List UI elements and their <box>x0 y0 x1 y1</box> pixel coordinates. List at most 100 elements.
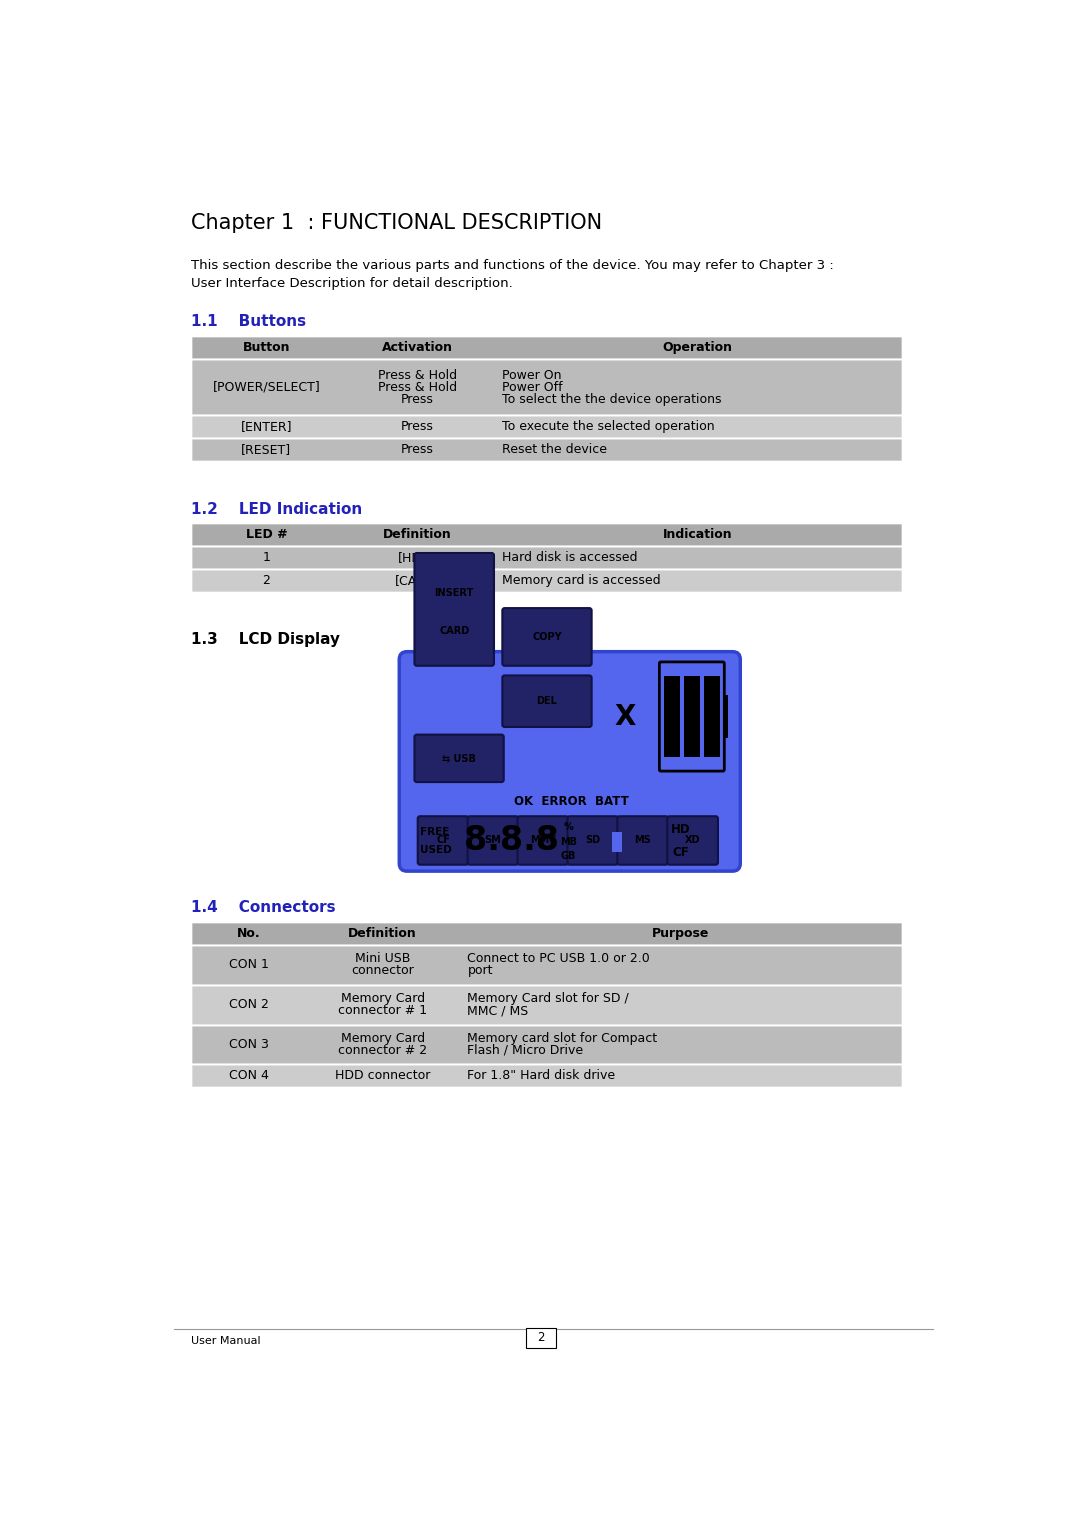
Bar <box>723 695 728 738</box>
Text: X: X <box>615 703 636 730</box>
Text: Activation: Activation <box>382 341 453 354</box>
Text: ⇆ USB: ⇆ USB <box>442 753 476 764</box>
Bar <box>191 416 902 439</box>
Bar <box>191 570 902 593</box>
Text: Press: Press <box>401 393 434 405</box>
Text: OK  ERROR  BATT: OK ERROR BATT <box>514 795 630 808</box>
Text: MB: MB <box>559 837 577 847</box>
Text: HD: HD <box>671 824 690 836</box>
Text: Memory card slot for Compact: Memory card slot for Compact <box>468 1031 658 1045</box>
Text: CON 3: CON 3 <box>229 1038 269 1051</box>
Bar <box>191 545 902 570</box>
Text: [ENTER]: [ENTER] <box>241 420 292 434</box>
Text: [CARD]: [CARD] <box>394 575 441 587</box>
Text: MMC: MMC <box>529 836 556 845</box>
Text: CF: CF <box>436 836 450 845</box>
Circle shape <box>612 837 622 847</box>
FancyBboxPatch shape <box>400 651 740 871</box>
Text: 1: 1 <box>262 552 270 564</box>
Bar <box>191 359 902 416</box>
FancyBboxPatch shape <box>502 675 592 727</box>
FancyBboxPatch shape <box>468 816 518 865</box>
FancyBboxPatch shape <box>567 816 618 865</box>
Text: COPY: COPY <box>532 633 562 642</box>
Bar <box>191 944 902 984</box>
Text: Press & Hold: Press & Hold <box>378 380 457 394</box>
Bar <box>191 921 902 944</box>
Text: Definition: Definition <box>348 927 417 940</box>
Text: connector: connector <box>351 964 414 978</box>
Text: HDD connector: HDD connector <box>335 1070 430 1082</box>
Bar <box>191 336 902 359</box>
Text: DEL: DEL <box>537 697 557 706</box>
Text: SM: SM <box>485 836 501 845</box>
Text: USED: USED <box>420 845 451 856</box>
Text: Hard disk is accessed: Hard disk is accessed <box>502 552 638 564</box>
Text: User Manual: User Manual <box>191 1335 260 1346</box>
Text: Memory Card: Memory Card <box>340 1031 424 1045</box>
Text: Press & Hold: Press & Hold <box>378 368 457 382</box>
Bar <box>191 523 902 545</box>
Text: INSERT: INSERT <box>434 588 474 597</box>
Text: 2: 2 <box>538 1331 544 1345</box>
Text: GB: GB <box>561 851 576 862</box>
Text: FREE: FREE <box>420 827 449 837</box>
Text: Purpose: Purpose <box>651 927 708 940</box>
Text: Operation: Operation <box>663 341 732 354</box>
Text: XD: XD <box>685 836 700 845</box>
Text: 8.8.8: 8.8.8 <box>463 825 558 857</box>
Text: %: % <box>564 822 573 831</box>
Bar <box>191 336 902 359</box>
Bar <box>612 831 622 853</box>
Text: CF: CF <box>672 845 689 859</box>
Text: Reset the device: Reset the device <box>502 443 607 457</box>
FancyBboxPatch shape <box>415 735 503 782</box>
Bar <box>191 359 902 416</box>
Text: port: port <box>468 964 492 978</box>
Text: MS: MS <box>634 836 651 845</box>
Text: To execute the selected operation: To execute the selected operation <box>502 420 715 434</box>
Text: SD: SD <box>585 836 600 845</box>
Text: Memory Card: Memory Card <box>340 992 424 1005</box>
Text: 1.2    LED Indication: 1.2 LED Indication <box>191 501 362 516</box>
Text: This section describe the various parts and functions of the device. You may ref: This section describe the various parts … <box>191 258 834 290</box>
Text: 1.3    LCD Display: 1.3 LCD Display <box>191 633 340 648</box>
Text: CON 4: CON 4 <box>229 1070 269 1082</box>
Text: Press: Press <box>401 443 434 457</box>
Bar <box>191 984 902 1024</box>
Bar <box>191 1024 902 1063</box>
Text: MMC / MS: MMC / MS <box>468 1004 529 1018</box>
Text: connector # 1: connector # 1 <box>338 1004 428 1018</box>
Text: [RESET]: [RESET] <box>241 443 292 457</box>
FancyBboxPatch shape <box>517 816 568 865</box>
Text: Mini USB: Mini USB <box>355 952 410 966</box>
Text: Power On: Power On <box>502 368 562 382</box>
Bar <box>191 1063 902 1088</box>
FancyBboxPatch shape <box>418 816 469 865</box>
Text: 2: 2 <box>262 575 270 587</box>
FancyBboxPatch shape <box>618 816 669 865</box>
Text: 1.1    Buttons: 1.1 Buttons <box>191 315 306 329</box>
Bar <box>191 523 902 545</box>
Bar <box>191 944 902 984</box>
Text: Chapter 1  : FUNCTIONAL DESCRIPTION: Chapter 1 : FUNCTIONAL DESCRIPTION <box>191 212 602 232</box>
Text: Power Off: Power Off <box>502 380 563 394</box>
Bar <box>191 1024 902 1063</box>
Text: Flash / Micro Drive: Flash / Micro Drive <box>468 1044 583 1057</box>
Text: 1.4    Connectors: 1.4 Connectors <box>191 900 336 915</box>
Text: For 1.8" Hard disk drive: For 1.8" Hard disk drive <box>468 1070 616 1082</box>
Circle shape <box>599 825 634 859</box>
Bar <box>191 570 902 593</box>
Bar <box>191 984 902 1024</box>
Text: CON 1: CON 1 <box>229 958 269 972</box>
Text: LED #: LED # <box>245 529 287 541</box>
Text: No.: No. <box>238 927 260 940</box>
Text: [HDD]: [HDD] <box>399 552 436 564</box>
Text: [POWER/SELECT]: [POWER/SELECT] <box>213 380 321 394</box>
Bar <box>191 416 902 439</box>
Text: Indication: Indication <box>663 529 732 541</box>
Bar <box>684 677 700 756</box>
Bar <box>704 677 719 756</box>
FancyBboxPatch shape <box>502 608 592 666</box>
FancyBboxPatch shape <box>667 816 718 865</box>
